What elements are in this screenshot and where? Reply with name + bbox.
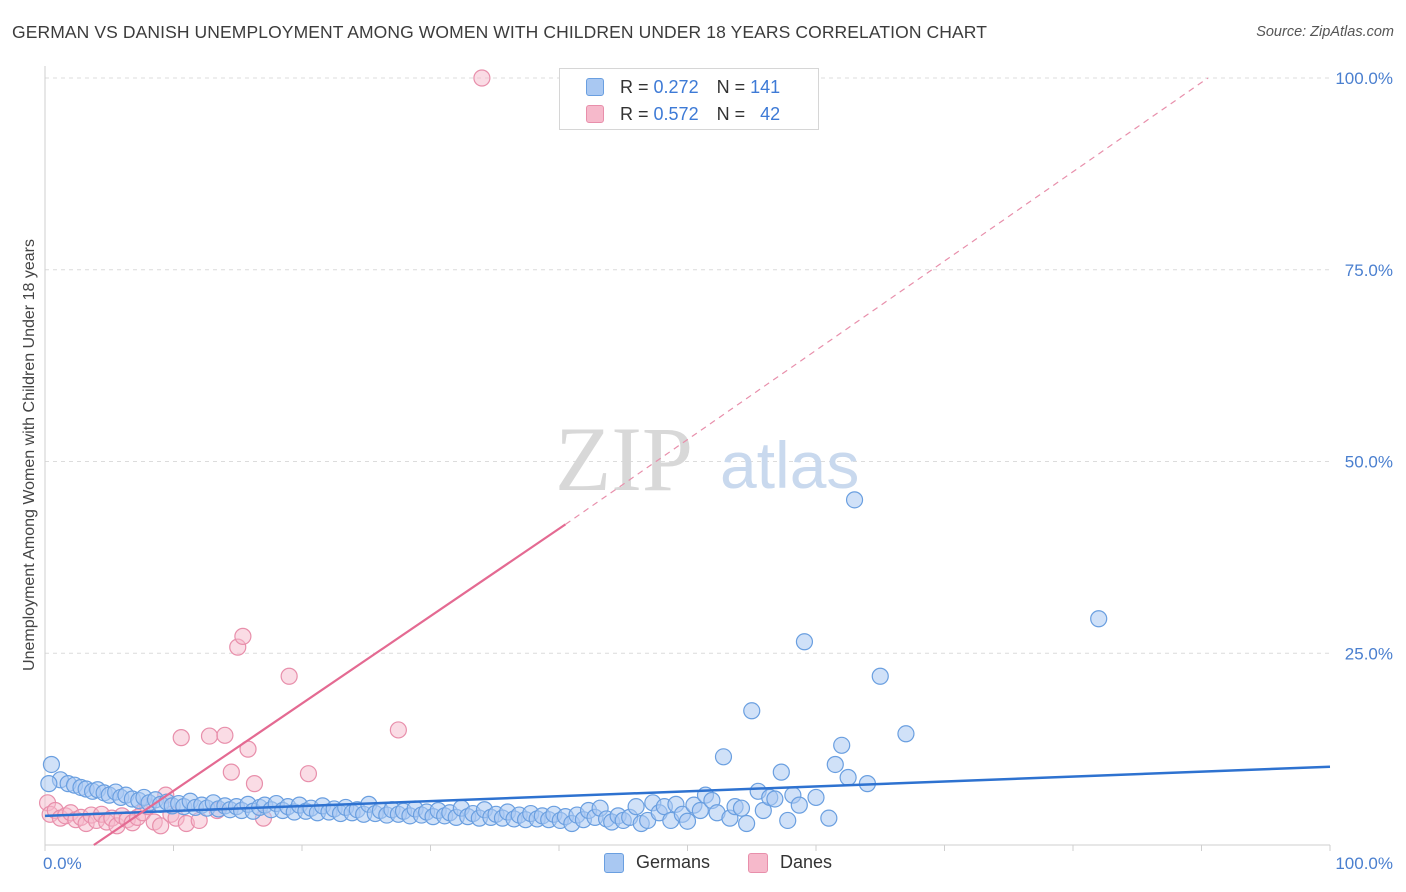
y-axis-title: Unemployment Among Women with Children U… xyxy=(21,239,38,671)
danes-point xyxy=(473,69,491,87)
germans-point xyxy=(871,667,889,685)
x-tick-label: 100.0% xyxy=(1335,854,1393,873)
germans-trend-line xyxy=(44,765,1331,818)
tick-layer: 25.0% 50.0% 75.0% 100.0% 0.0% 100.0% xyxy=(43,69,1393,873)
y-tick-label: 75.0% xyxy=(1345,261,1393,280)
x-tick-label: 0.0% xyxy=(43,854,82,873)
danes-swatch xyxy=(586,105,604,123)
danes-point xyxy=(234,627,252,645)
germans-point xyxy=(795,633,814,651)
danes-legend-label: Danes xyxy=(780,852,833,872)
germans-point xyxy=(897,725,915,743)
germans-point xyxy=(627,798,645,816)
germans-point xyxy=(42,755,61,774)
series-legend: Germans Danes xyxy=(0,852,1406,876)
germans-legend-swatch xyxy=(604,852,624,873)
germans-point xyxy=(691,801,709,820)
danes-r-label: R = xyxy=(620,103,649,124)
danes-point xyxy=(172,729,190,747)
axis-layer xyxy=(44,66,1331,851)
trend-layer xyxy=(44,77,1331,846)
legend-row-danes: R = 0.572 N = 42 xyxy=(586,103,780,125)
danes-point xyxy=(280,667,298,685)
y-tick-label: 50.0% xyxy=(1345,453,1393,472)
germans-n-label: N = xyxy=(716,76,746,97)
y-tick-label: 100.0% xyxy=(1335,69,1393,88)
danes-point xyxy=(299,765,318,783)
danes-legend-swatch xyxy=(748,852,768,873)
source-label: Source: ZipAtlas.com xyxy=(1256,24,1394,40)
correlation-legend: R = 0.272 N = 141 R = 0.572 N = 42 xyxy=(559,68,819,130)
germans-point xyxy=(40,775,58,793)
germans-point xyxy=(833,736,851,754)
germans-point xyxy=(714,748,733,766)
danes-n-value: 42 xyxy=(760,103,781,124)
germans-point xyxy=(678,812,697,830)
watermark: ZIP atlas xyxy=(555,408,859,510)
germans-point xyxy=(772,763,790,781)
germans-point xyxy=(820,809,838,827)
germans-n-value: 141 xyxy=(750,76,781,97)
germans-legend-label: Germans xyxy=(636,852,711,872)
germans-points xyxy=(40,491,1108,833)
danes-points xyxy=(38,69,491,835)
danes-point xyxy=(389,721,407,739)
germans-point xyxy=(790,796,808,814)
danes-point xyxy=(245,775,264,793)
legend-item-germans[interactable]: Germans xyxy=(604,852,710,873)
germans-point xyxy=(779,811,797,830)
germans-point xyxy=(845,491,864,509)
germans-r-value: 0.272 xyxy=(653,76,699,97)
germans-point xyxy=(743,702,761,720)
legend-item-danes[interactable]: Danes xyxy=(748,852,832,873)
danes-point xyxy=(200,727,219,745)
germans-point xyxy=(738,814,756,833)
germans-point xyxy=(732,799,751,817)
danes-point xyxy=(152,817,170,835)
legend-row-germans: R = 0.272 N = 141 xyxy=(586,76,780,98)
watermark-zip: ZIP xyxy=(555,408,693,510)
germans-point xyxy=(1090,610,1108,628)
germans-swatch xyxy=(586,78,604,96)
germans-point xyxy=(839,768,857,787)
y-tick-label: 25.0% xyxy=(1345,644,1393,663)
danes-n-label: N = xyxy=(716,103,746,124)
germans-point xyxy=(807,788,825,807)
danes-point xyxy=(222,763,240,781)
germans-point xyxy=(766,790,784,808)
danes-point xyxy=(216,726,234,744)
germans-r-label: R = xyxy=(620,76,649,97)
watermark-atlas: atlas xyxy=(720,428,859,502)
chart-title: GERMAN VS DANISH UNEMPLOYMENT AMONG WOME… xyxy=(12,22,987,42)
danes-trend-extension xyxy=(565,77,1209,525)
grid-layer xyxy=(45,77,1330,654)
danes-trend-line xyxy=(93,523,567,846)
danes-r-value: 0.572 xyxy=(653,103,699,124)
germans-point xyxy=(826,755,844,774)
